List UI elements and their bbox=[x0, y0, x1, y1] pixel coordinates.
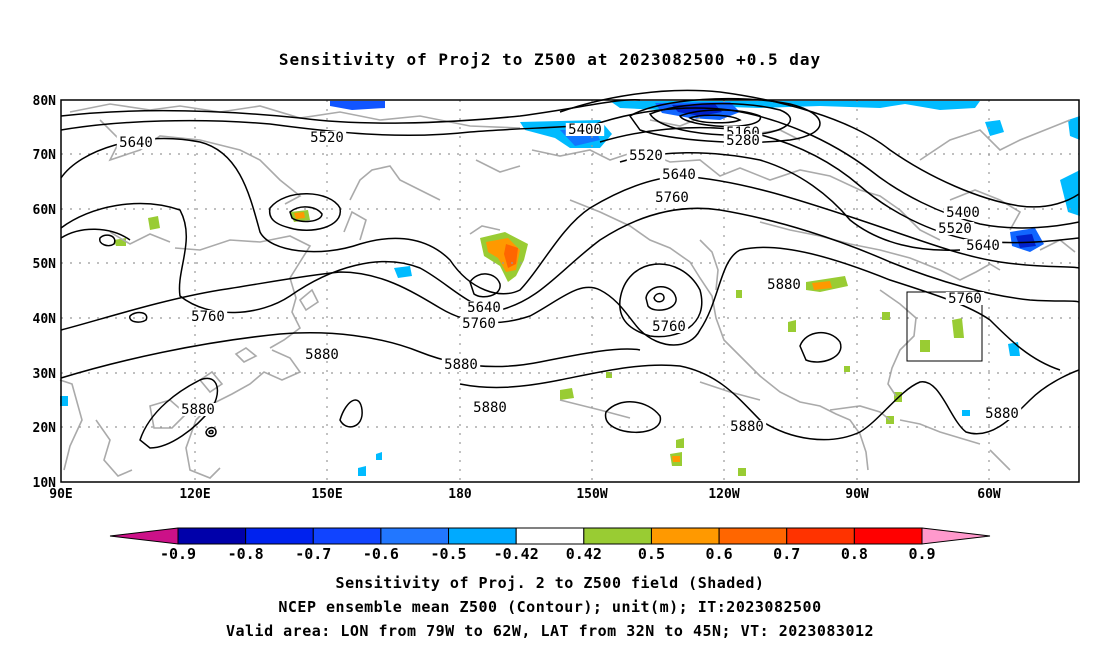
contour-label: 5760 bbox=[462, 316, 496, 332]
colorbar-label: 0.42 bbox=[566, 545, 602, 563]
contour-label: 5880 bbox=[473, 400, 507, 416]
contour-label: 5640 bbox=[119, 135, 153, 151]
lon-label: 90W bbox=[845, 487, 869, 502]
graticule bbox=[61, 100, 1079, 482]
lon-label: 90E bbox=[49, 487, 72, 502]
contour-label: 5400 bbox=[946, 205, 980, 221]
latitude-labels: 80N 70N 60N 50N 40N 30N 20N 10N bbox=[33, 94, 57, 491]
lon-label: 120E bbox=[179, 487, 210, 502]
caption-line-3: Valid area: LON from 79W to 62W, LAT fro… bbox=[225, 622, 875, 640]
caption-line-1: Sensitivity of Proj. 2 to Z500 field (Sh… bbox=[335, 574, 765, 592]
contour-label: 5880 bbox=[730, 419, 764, 435]
colorbar-segment bbox=[853, 527, 923, 545]
lon-label: 120W bbox=[708, 487, 739, 502]
lon-label: 150W bbox=[576, 487, 607, 502]
lat-label: 30N bbox=[33, 367, 57, 382]
lat-label: 10N bbox=[33, 476, 57, 491]
contour-label: 5640 bbox=[467, 300, 501, 316]
lat-label: 20N bbox=[33, 421, 57, 436]
contour-label: 5400 bbox=[568, 122, 602, 138]
colorbar-segment bbox=[515, 527, 585, 545]
colorbar-segment bbox=[583, 527, 652, 545]
colorbar-segment bbox=[786, 527, 855, 545]
colorbar bbox=[109, 527, 991, 545]
contour-label: 5640 bbox=[662, 167, 696, 183]
colorbar-label: 0.7 bbox=[773, 545, 800, 563]
contour-label: 5280 bbox=[726, 133, 760, 149]
coastline-layer bbox=[59, 103, 1076, 479]
colorbar-high-extend bbox=[921, 527, 991, 545]
contour-label: 5760 bbox=[948, 291, 982, 307]
contour-label: 5760 bbox=[655, 190, 689, 206]
longitude-labels: 90E 120E 150E 180 150W 120W 90W 60W bbox=[49, 487, 1001, 502]
colorbar-label: 0.6 bbox=[706, 545, 733, 563]
lon-label: 60W bbox=[977, 487, 1001, 502]
colorbar-segment bbox=[718, 527, 788, 545]
lon-label: 150E bbox=[311, 487, 342, 502]
colorbar-segment bbox=[177, 527, 247, 545]
contour-label-layer: 5640 5520 5400 5160528055205640576054005520… bbox=[116, 122, 1022, 435]
contour-label: 5520 bbox=[938, 221, 972, 237]
contour-label: 5880 bbox=[444, 357, 478, 373]
colorbar-label: -0.5 bbox=[430, 545, 466, 563]
colorbar-labels: -0.9 -0.8 -0.7 -0.6 -0.5 -0.42 0.42 0.5 0.6 0.7 0.… bbox=[160, 545, 936, 563]
contour-label: 5880 bbox=[767, 277, 801, 293]
colorbar-label: -0.6 bbox=[363, 545, 399, 563]
colorbar-label: -0.42 bbox=[494, 545, 539, 563]
contour-label: 5520 bbox=[629, 148, 663, 164]
figure-title: Sensitivity of Proj2 to Z500 at 20230825… bbox=[278, 50, 822, 69]
lat-label: 50N bbox=[33, 257, 57, 272]
colorbar-segment bbox=[650, 527, 720, 545]
colorbar-label: -0.8 bbox=[228, 545, 264, 563]
colorbar-segment bbox=[312, 527, 382, 545]
lat-label: 80N bbox=[33, 94, 57, 109]
colorbar-label: -0.7 bbox=[295, 545, 331, 563]
valid-area-box bbox=[906, 291, 983, 362]
contour-label: 5760 bbox=[652, 319, 686, 335]
colorbar-segment bbox=[448, 527, 517, 545]
shade-negative-arctic bbox=[330, 101, 385, 110]
colorbar-label: 0.8 bbox=[841, 545, 868, 563]
caption-line-2: NCEP ensemble mean Z500 (Contour); unit(… bbox=[278, 598, 822, 616]
colorbar-segment bbox=[380, 527, 450, 545]
lon-label: 180 bbox=[448, 487, 472, 502]
contour-label: 5880 bbox=[181, 402, 215, 418]
lat-label: 70N bbox=[33, 148, 57, 163]
contour-label: 5520 bbox=[310, 130, 344, 146]
lat-label: 40N bbox=[33, 312, 57, 327]
map-frame bbox=[60, 99, 1080, 483]
contour-label: 5880 bbox=[305, 347, 339, 363]
colorbar-label: 0.5 bbox=[638, 545, 665, 563]
colorbar-label: -0.9 bbox=[160, 545, 196, 563]
shading-layer bbox=[60, 101, 1080, 476]
lat-label: 60N bbox=[33, 203, 57, 218]
contour-label: 5760 bbox=[191, 309, 225, 325]
colorbar-label: 0.9 bbox=[908, 545, 935, 563]
contour-label: 5640 bbox=[966, 238, 1000, 254]
contour-label: 5880 bbox=[985, 406, 1019, 422]
colorbar-low-extend bbox=[109, 527, 179, 545]
colorbar-segment bbox=[245, 527, 314, 545]
